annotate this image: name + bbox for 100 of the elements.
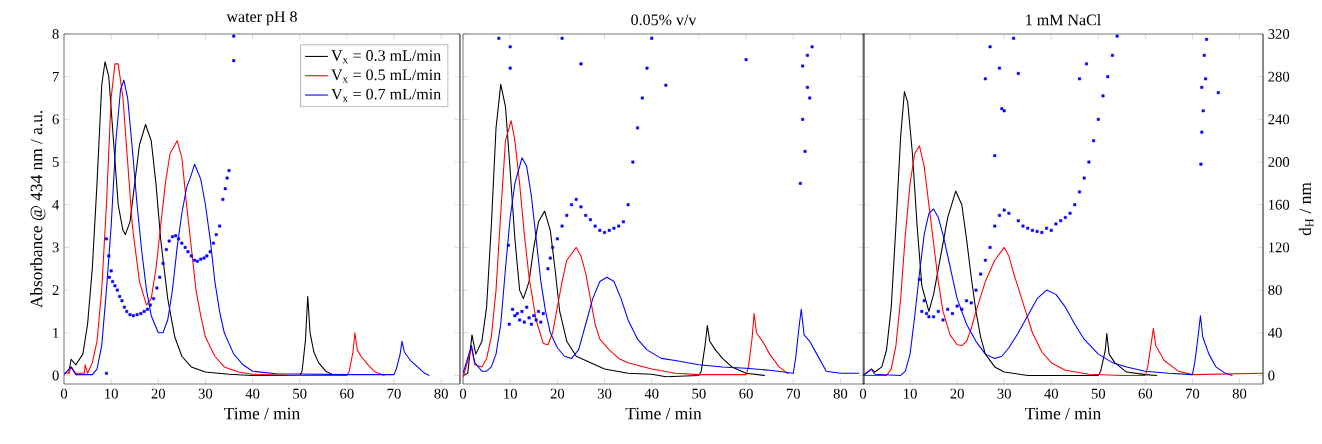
legend-label: V$_{x}$ = 0.3 mL/min	[331, 50, 441, 64]
y2-tick-label: 0	[1268, 370, 1275, 381]
point	[593, 224, 597, 228]
point	[214, 233, 218, 237]
point	[232, 59, 236, 63]
point	[180, 241, 184, 245]
point	[801, 117, 805, 121]
x-tick-label: 10	[105, 388, 118, 399]
x-tick-label: 70	[786, 388, 801, 399]
point	[508, 45, 512, 49]
point	[744, 58, 748, 62]
point	[508, 66, 512, 70]
x-tick-label: 60	[739, 388, 753, 399]
point	[810, 45, 814, 49]
point	[579, 62, 583, 66]
point	[167, 239, 171, 243]
x-tick-label: 10	[904, 388, 917, 399]
point	[161, 261, 165, 265]
y2-tick-label: 120	[1269, 242, 1290, 253]
point	[598, 228, 602, 232]
y-tick-label: 2	[52, 285, 59, 295]
point	[232, 34, 236, 38]
point	[183, 245, 187, 249]
point	[607, 228, 611, 232]
point	[565, 213, 569, 217]
point	[145, 307, 149, 311]
point	[170, 235, 174, 239]
legend-label: V$_{x}$ = 0.5 mL/min	[331, 69, 441, 83]
x-tick-label: 20	[151, 388, 166, 399]
x-axis-title: Time / min	[625, 407, 702, 420]
point	[548, 256, 552, 260]
y2-tick-label: 200	[1268, 157, 1290, 167]
point	[808, 96, 812, 100]
point	[803, 149, 807, 153]
point	[640, 96, 644, 100]
point	[612, 226, 616, 230]
point	[507, 322, 511, 326]
point	[113, 284, 117, 288]
x-tick-label: 0	[459, 388, 467, 399]
point	[539, 320, 543, 324]
x-tick-label: 10	[504, 388, 517, 399]
x-tick-label: 40	[644, 388, 659, 399]
point	[650, 36, 654, 40]
point	[555, 237, 559, 241]
point	[199, 257, 203, 261]
point	[152, 297, 156, 301]
chart-title: water pH 8	[226, 11, 297, 26]
point	[520, 309, 524, 313]
x-axis-title: Time / min	[224, 407, 300, 420]
point	[798, 181, 802, 185]
x-tick-label: 80	[1232, 388, 1247, 399]
point	[142, 309, 146, 313]
x-tick-label: 40	[1044, 388, 1059, 399]
point	[560, 224, 564, 228]
y2-tick-label: 320	[1268, 29, 1290, 39]
point	[120, 299, 124, 303]
x-tick-label: 80	[833, 388, 848, 399]
x-tick-label: 80	[434, 388, 448, 399]
y2-tick-label: 160	[1269, 199, 1290, 210]
point	[111, 280, 115, 284]
point	[221, 197, 225, 201]
x-tick-label: 20	[550, 388, 565, 399]
point	[617, 224, 621, 228]
point	[158, 275, 162, 279]
x-tick-label: 0	[859, 388, 867, 399]
y-tick-label: 5	[52, 157, 59, 167]
point	[174, 234, 178, 238]
point	[551, 245, 555, 249]
point	[560, 36, 564, 40]
point	[135, 313, 139, 317]
y2-tick-label: 280	[1268, 71, 1290, 82]
point	[164, 248, 168, 252]
point	[107, 275, 111, 279]
x-tick-label: 50	[1091, 388, 1106, 399]
point	[529, 322, 533, 326]
point	[511, 307, 515, 311]
x-tick-label: 40	[245, 388, 260, 399]
x-tick-label: 60	[1138, 388, 1153, 399]
legend-label: V$_{x}$ = 0.7 mL/min	[331, 88, 441, 102]
y-axis-title: Absorbance @ 434 nm / a.u.	[30, 110, 46, 309]
point	[139, 312, 143, 316]
y2-tick-label: 40	[1268, 327, 1282, 338]
point	[155, 286, 159, 290]
point	[148, 303, 152, 307]
point	[636, 126, 640, 130]
point	[541, 312, 545, 316]
point	[584, 213, 588, 217]
x-tick-label: 60	[340, 388, 354, 399]
x-tick-label: 70	[387, 388, 401, 399]
y-tick-label: 6	[52, 114, 59, 125]
point	[546, 267, 550, 271]
point	[186, 250, 190, 254]
point	[626, 203, 630, 207]
point	[177, 237, 181, 241]
point	[805, 53, 809, 57]
point	[631, 160, 635, 164]
y-tick-label: 3	[52, 242, 59, 253]
point	[579, 205, 583, 209]
point	[534, 318, 538, 322]
point	[574, 197, 578, 201]
